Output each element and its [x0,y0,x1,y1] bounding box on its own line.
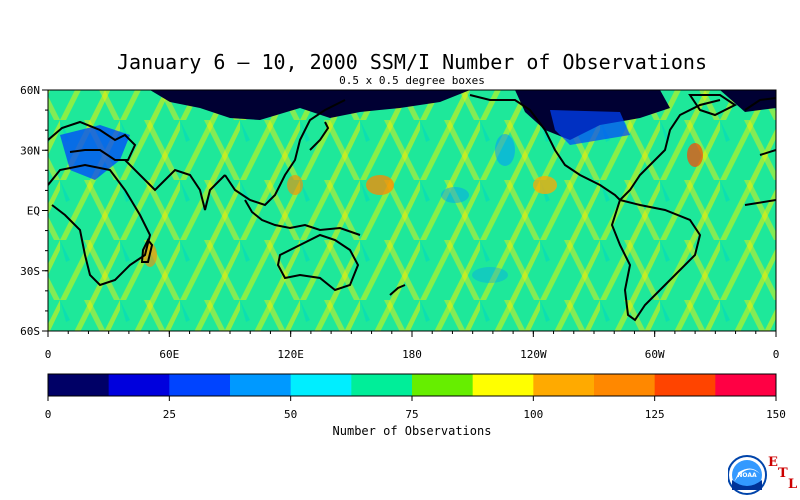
lat-tick-label: EQ [27,205,40,218]
lowspot [495,134,515,166]
lon-tick-label: 0 [773,348,780,361]
noaa-logo-bird [734,468,760,482]
map-field [48,90,776,331]
hotspot [366,175,394,195]
colorbar-swatch [351,374,413,396]
observation-field [48,90,776,331]
colorbar-swatch [472,374,534,396]
colorbar-swatch [594,374,656,396]
etl-letter-e: E [768,455,778,470]
colorbar-swatch [108,374,170,396]
lat-tick-label: 30S [20,265,40,278]
lat-tick-label: 60N [20,84,40,97]
na-low [550,110,630,145]
lat-tick-label: 60S [20,325,40,338]
map-title: January 6 – 10, 2000 SSM/I Number of Obs… [116,50,707,74]
lat-tick-label: 30N [20,144,40,157]
lon-tick-label: 180 [402,348,422,361]
colorbar-title: Number of Observations [332,424,492,438]
colorbar-swatch [169,374,231,396]
lowspot [441,187,469,203]
noaa-logo-wave [732,480,762,490]
colorbar-swatch [290,374,352,396]
lon-tick-label: 0 [45,348,52,361]
lon-tick-label: 120W [520,348,547,361]
etl-letter-l: L [788,477,798,492]
etl-letter-t: T [778,466,788,481]
lowspot [472,267,508,283]
colorbar-tick-label: 0 [45,408,52,421]
colorbar-tick-label: 75 [405,408,418,421]
lon-tick-label: 60W [645,348,665,361]
colorbar [47,373,777,397]
colorbar-tick-label: 150 [766,408,786,421]
noaa-logo-inner [732,460,762,490]
latitude-axis: 60N 30N EQ 30S 60S [20,84,48,338]
colorbar-swatch [715,374,777,396]
colorbar-swatch [48,374,110,396]
lon-tick-label: 120E [277,348,304,361]
hotspot [287,175,303,195]
longitude-axis: 0 60E 120E 180 120W 60W 0 [45,331,780,361]
colorbar-ticks: 0 25 50 75 100 125 150 [45,396,786,421]
colorbar-tick-label: 100 [523,408,543,421]
colorbar-swatch [230,374,292,396]
noaa-logo-text: NOAA [737,472,757,479]
colorbar-tick-label: 50 [284,408,297,421]
north-asia-no-data [150,90,470,120]
hotspot [533,176,557,194]
colorbar-swatch [412,374,474,396]
map-subtitle: 0.5 x 0.5 degree boxes [339,74,485,87]
colorbar-swatch [533,374,595,396]
scandinavia-no-data [720,90,776,112]
colorbar-tick-label: 25 [163,408,176,421]
lon-tick-label: 60E [159,348,179,361]
hotspot [687,143,703,167]
coastlines [48,94,776,322]
colorbar-tick-label: 125 [645,408,665,421]
colorbar-swatch [654,374,716,396]
noaa-logo: NOAA [728,455,767,495]
